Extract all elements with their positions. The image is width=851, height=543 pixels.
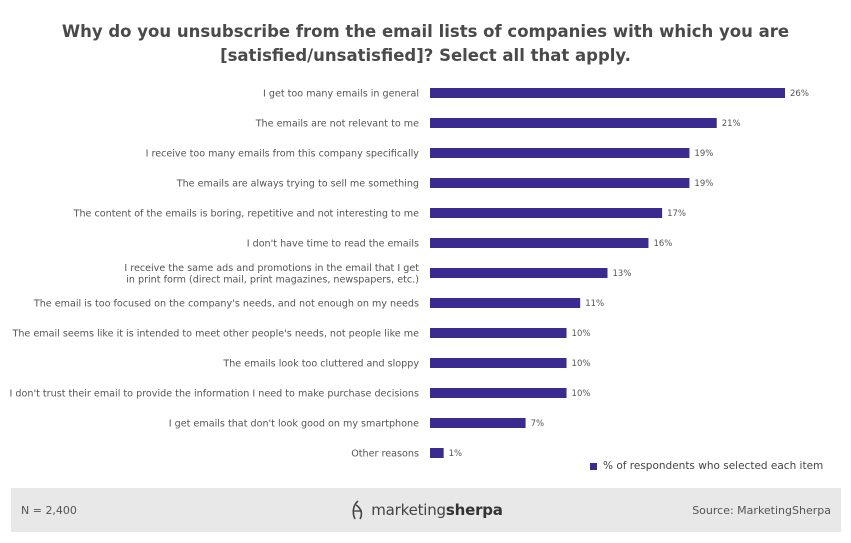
- bar: [430, 298, 581, 308]
- logo-text-light: marketing: [371, 501, 446, 519]
- bar: [430, 178, 690, 188]
- marketingsherpa-logo: marketingsherpa: [349, 499, 503, 521]
- bar: [430, 88, 785, 98]
- category-label: I don't trust their email to provide the…: [10, 389, 419, 400]
- category-label: I get too many emails in general: [263, 89, 419, 100]
- category-label: The emails are not relevant to me: [255, 119, 419, 130]
- category-label: I don't have time to read the emails: [247, 239, 419, 250]
- bar: [430, 268, 608, 278]
- category-label: The emails look too cluttered and sloppy: [222, 359, 419, 370]
- bar: [430, 208, 663, 218]
- bar: [430, 358, 567, 368]
- value-label: 10%: [572, 389, 591, 399]
- chart-title-line-2: [satisfied/unsatisfied]? Select all that…: [220, 46, 631, 65]
- logo-text-bold: sherpa: [445, 501, 503, 519]
- category-label: Other reasons: [351, 449, 419, 460]
- bar: [430, 388, 567, 398]
- value-label: 13%: [613, 269, 632, 279]
- legend: % of respondents who selected each item: [590, 460, 823, 472]
- legend-label: % of respondents who selected each item: [603, 460, 824, 472]
- legend-swatch: [590, 462, 597, 470]
- category-label: I get emails that don't look good on my …: [169, 419, 419, 430]
- category-label: I receive too many emails from this comp…: [146, 149, 420, 160]
- value-label: 1%: [449, 449, 463, 459]
- bar: [430, 328, 567, 338]
- logo-mark-icon: [352, 500, 363, 520]
- bar-chart: I get too many emails in general 26% The e…: [10, 88, 809, 460]
- value-label: 17%: [667, 209, 686, 219]
- value-label: 19%: [694, 179, 713, 189]
- chart-title: Why do you unsubscribe from the email li…: [0, 20, 851, 68]
- value-label: 21%: [722, 119, 741, 129]
- value-label: 10%: [572, 329, 591, 339]
- category-label: The content of the emails is boring, rep…: [73, 209, 420, 220]
- category-label: The email seems like it is intended to m…: [11, 329, 419, 340]
- value-label: 16%: [653, 239, 672, 249]
- category-label: I receive the same ads and promotions in…: [124, 263, 419, 274]
- bar: [430, 238, 649, 248]
- bar: [430, 118, 717, 128]
- bar: [430, 148, 690, 158]
- value-label: 7%: [531, 419, 545, 429]
- bar: [430, 448, 444, 458]
- value-label: 26%: [790, 89, 809, 99]
- footer: N = 2,400 marketingsherpa Source: Market…: [11, 488, 841, 532]
- source-label: Source: MarketingSherpa: [692, 503, 831, 517]
- chart-title-line-1: Why do you unsubscribe from the email li…: [61, 22, 790, 41]
- category-label: The email is too focused on the company'…: [33, 299, 419, 310]
- category-label: in print form (direct mail, print magazi…: [126, 274, 419, 285]
- value-label: 11%: [585, 299, 604, 309]
- category-label: The emails are always trying to sell me …: [176, 179, 419, 190]
- bar: [430, 418, 526, 428]
- value-label: 10%: [572, 359, 591, 369]
- value-label: 19%: [694, 149, 713, 159]
- sample-size: N = 2,400: [21, 503, 77, 517]
